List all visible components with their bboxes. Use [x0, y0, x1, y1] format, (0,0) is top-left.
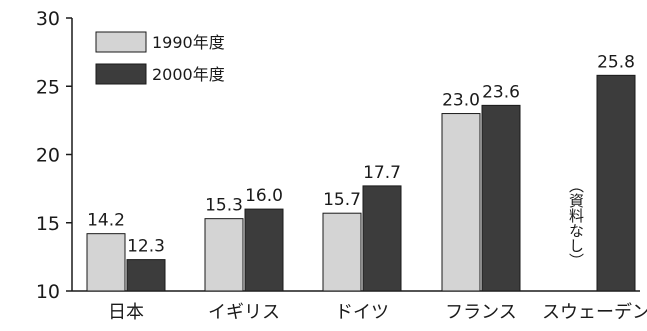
x-tick-label: スウェーデン: [542, 302, 647, 323]
y-tick-label: 30: [36, 8, 60, 30]
legend-swatch: [95, 31, 147, 53]
bar: [204, 218, 244, 292]
data-label: 23.6: [482, 82, 520, 102]
x-tick-label: ドイツ: [335, 302, 389, 323]
bar: [126, 259, 166, 292]
x-tick-label: フランス: [445, 302, 517, 323]
bar: [441, 113, 481, 292]
data-label: 15.3: [205, 196, 243, 216]
bar: [244, 208, 284, 292]
bar: [596, 74, 636, 292]
missing-data-note: （資料なし）: [567, 178, 585, 268]
chart-legend: 1990年度 2000年度: [95, 31, 225, 85]
chart-bars: [86, 74, 636, 292]
data-label: 25.8: [597, 52, 635, 72]
data-label: 17.7: [363, 163, 401, 183]
legend-label: 2000年度: [152, 65, 225, 84]
y-tick-label: 25: [36, 76, 60, 98]
x-tick-label: 日本: [108, 302, 144, 323]
data-label: 16.0: [245, 186, 283, 206]
data-label: 12.3: [127, 237, 165, 257]
y-tick-label: 20: [36, 145, 60, 167]
chart-data-labels: 14.2 15.3 15.7 23.0 12.3 16.0 17.7 23.6 25.8 （資料な…: [87, 52, 635, 268]
bar: [481, 104, 521, 292]
bar: [322, 212, 362, 292]
chart-axes: 10 15 20 25 30 日本 イギリス ドイツ フランス スウェーデン: [36, 8, 647, 323]
y-tick-label: 10: [36, 281, 60, 303]
data-label: 23.0: [442, 91, 480, 111]
data-label: 14.2: [87, 211, 125, 231]
legend-swatch: [95, 63, 147, 85]
legend-label: 1990年度: [152, 33, 225, 52]
x-tick-label: イギリス: [208, 302, 280, 323]
bar: [86, 233, 126, 292]
y-tick-label: 15: [36, 213, 60, 235]
data-label: 15.7: [323, 190, 361, 210]
bar: [362, 185, 402, 292]
